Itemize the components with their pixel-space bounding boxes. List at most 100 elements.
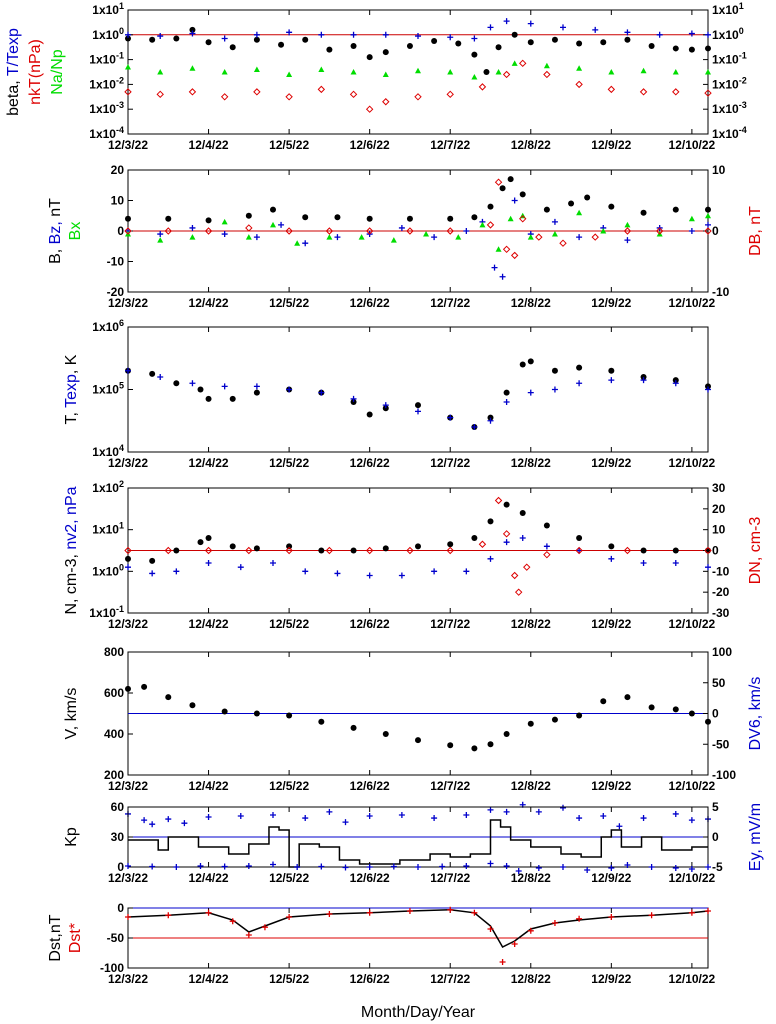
y-tick-label: 20	[111, 163, 125, 177]
x-tick-label: 12/10/22	[669, 871, 716, 885]
y-tick-label: 1x101	[92, 1, 124, 17]
data-point	[415, 33, 421, 40]
kp-step-line	[128, 819, 708, 868]
right-tick-label: 50	[712, 676, 726, 690]
data-point	[640, 374, 647, 380]
right-tick-label: 0	[712, 544, 719, 558]
data-point	[576, 535, 583, 541]
data-point	[366, 813, 373, 819]
data-point	[511, 197, 518, 204]
data-point	[672, 380, 679, 387]
data-point	[495, 44, 502, 51]
right-tick-label: -20	[712, 585, 730, 599]
data-point	[349, 90, 358, 99]
data-point	[527, 358, 534, 365]
data-point	[705, 386, 711, 393]
data-point	[350, 547, 357, 554]
x-tick-label: 12/8/22	[511, 779, 551, 793]
data-point	[511, 941, 518, 947]
series-db	[124, 178, 712, 260]
data-point	[535, 808, 542, 815]
right-tick-label: 0	[712, 707, 719, 721]
data-point	[350, 31, 357, 38]
y-tick-label: 600	[104, 686, 124, 700]
data-point	[415, 737, 421, 744]
right-axis-label: DV6, km/s	[747, 677, 764, 751]
x-tick-label: 12/10/22	[669, 972, 716, 986]
data-point	[494, 178, 503, 186]
data-point	[515, 868, 522, 874]
data-point	[487, 860, 494, 867]
series-t-texp	[125, 18, 711, 42]
x-tick-label: 12/8/22	[511, 296, 551, 310]
panel-density: 1x10-1 1x100 1x101 1x102 -30 -20 -10 0 10 20 30 12/…	[63, 479, 764, 631]
axis-label-part: N, cm-3,	[63, 550, 80, 615]
data-point	[294, 240, 301, 246]
right-tick-label: 0	[712, 224, 719, 238]
data-point	[285, 546, 293, 555]
data-point	[510, 251, 519, 260]
data-point	[197, 386, 204, 393]
data-point	[188, 88, 197, 96]
y-tick-label: 1x10-4	[89, 125, 124, 141]
data-point	[499, 959, 506, 965]
data-point	[447, 215, 454, 222]
y-axis-label: beta, T/Texp	[5, 28, 22, 116]
data-point	[173, 864, 180, 870]
data-point	[463, 568, 470, 575]
y-axis-label-2: Dst*	[67, 923, 84, 953]
axis-label-part: DV6, km/s	[747, 677, 764, 751]
x-tick-label: 12/6/22	[350, 456, 390, 470]
right-tick-label: 10	[712, 523, 726, 537]
data-point	[205, 560, 212, 566]
data-point	[205, 217, 212, 224]
data-point	[173, 35, 180, 42]
data-point	[503, 18, 510, 25]
data-point	[189, 65, 196, 71]
x-tick-label: 12/4/22	[189, 296, 229, 310]
series-nv2	[125, 535, 711, 579]
panel-kp: 0 30 60 -5 0 5 12/3/22 12/4/22 12/5/22 12/6/22 12/…	[63, 800, 764, 885]
axis-label-part: Bx	[67, 222, 84, 241]
data-point	[543, 62, 550, 69]
x-tick-label: 12/5/22	[269, 296, 309, 310]
data-point	[302, 36, 309, 43]
data-point	[487, 926, 494, 932]
series-v	[125, 683, 711, 752]
data-point	[608, 377, 615, 384]
data-point	[487, 203, 494, 210]
x-tick-label: 12/9/22	[591, 779, 631, 793]
data-point	[551, 36, 558, 43]
data-point	[479, 221, 486, 228]
data-point	[302, 815, 309, 822]
data-point	[366, 572, 373, 579]
data-point	[487, 555, 494, 562]
data-point	[157, 69, 164, 75]
data-point	[471, 35, 478, 42]
right-tick-label: -50	[712, 737, 730, 751]
data-point	[125, 685, 131, 692]
data-point	[414, 93, 422, 101]
x-tick-label: 12/9/22	[591, 296, 631, 310]
data-point	[463, 811, 470, 818]
data-point	[487, 417, 494, 424]
y-tick-label: 30	[111, 830, 125, 844]
data-point	[205, 395, 212, 402]
data-point	[543, 550, 551, 559]
data-point	[189, 30, 196, 37]
x-tick-label: 12/7/22	[430, 779, 470, 793]
right-tick-label: 20	[712, 502, 726, 516]
data-point	[125, 914, 131, 920]
y-tick-label: 800	[104, 645, 124, 659]
data-point	[189, 234, 196, 240]
data-point	[157, 33, 164, 40]
data-point	[149, 821, 156, 828]
data-point	[366, 909, 373, 916]
data-point	[318, 718, 325, 725]
data-point	[149, 36, 156, 43]
axis-label-part: DN, cm-3	[747, 517, 764, 585]
y-axis-label: V, km/s	[63, 688, 80, 740]
data-point	[149, 557, 156, 564]
data-point	[415, 67, 421, 74]
data-point	[623, 227, 632, 235]
